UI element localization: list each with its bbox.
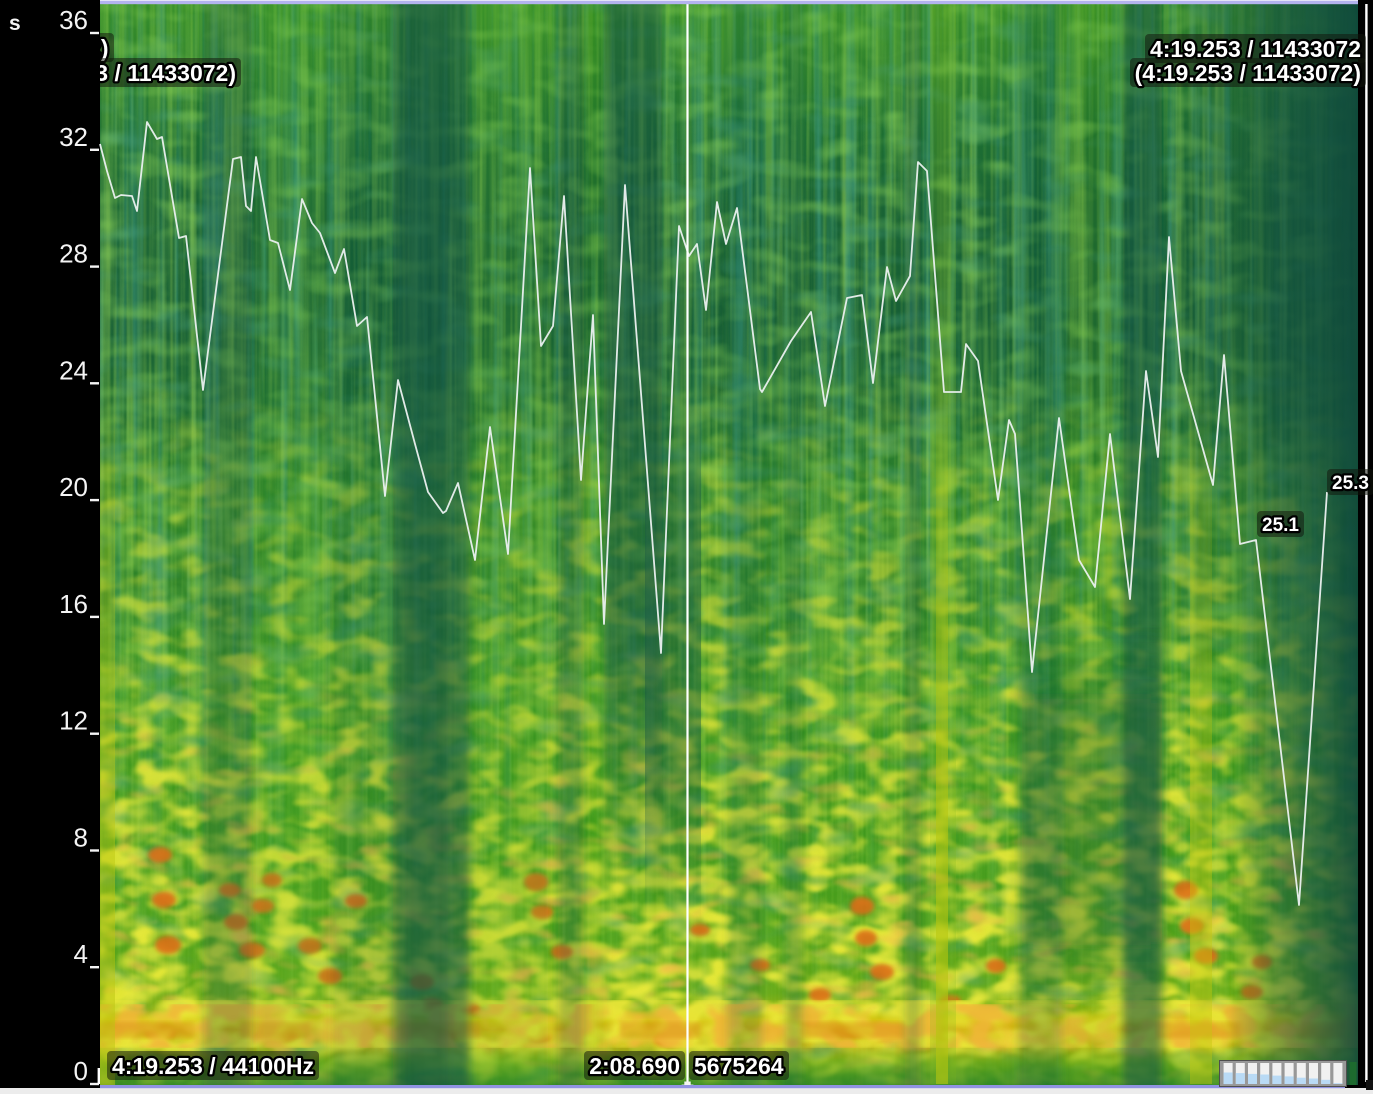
svg-text:24: 24 — [59, 355, 88, 385]
svg-text:12: 12 — [59, 706, 88, 736]
svg-text:0: 0 — [74, 1056, 88, 1086]
svg-text:16: 16 — [59, 589, 88, 619]
svg-text:36: 36 — [59, 5, 88, 35]
svg-text:8: 8 — [74, 823, 88, 853]
svg-text:4:19.253 / 44100Hz: 4:19.253 / 44100Hz — [112, 1053, 314, 1079]
svg-text:25.1: 25.1 — [1262, 515, 1299, 536]
svg-text:20: 20 — [59, 472, 88, 502]
svg-text:(4:19.253 / 11433072): (4:19.253 / 11433072) — [0, 35, 109, 61]
svg-text:28: 28 — [59, 239, 88, 269]
svg-text:(4:19.253 / 11433072): (4:19.253 / 11433072) — [1135, 60, 1361, 86]
svg-text:5675264: 5675264 — [694, 1053, 784, 1079]
svg-text:32: 32 — [59, 122, 88, 152]
svg-text:(4:19.253 / 11433072): (4:19.253 / 11433072) — [10, 60, 236, 86]
svg-text:2:08.690: 2:08.690 — [589, 1053, 680, 1079]
svg-text:s: s — [9, 12, 21, 35]
svg-text:4: 4 — [74, 939, 88, 969]
svg-text:25.3: 25.3 — [1332, 473, 1369, 494]
